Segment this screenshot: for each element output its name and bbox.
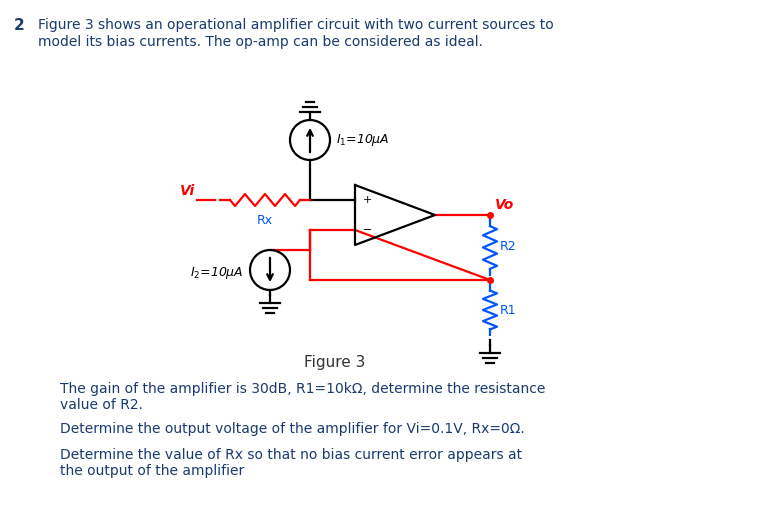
Text: −: −: [363, 225, 372, 235]
Text: $I_2$=10μA: $I_2$=10μA: [191, 265, 244, 281]
Text: Determine the value of Rx so that no bias current error appears at
the output of: Determine the value of Rx so that no bia…: [60, 448, 522, 478]
Text: Rx: Rx: [257, 214, 273, 227]
Text: Figure 3 shows an operational amplifier circuit with two current sources to: Figure 3 shows an operational amplifier …: [38, 18, 554, 32]
Text: R1: R1: [500, 304, 517, 316]
Text: $I_1$=10μA: $I_1$=10μA: [336, 132, 390, 148]
Text: Vo: Vo: [495, 198, 514, 212]
Text: Figure 3: Figure 3: [305, 355, 366, 370]
Text: model its bias currents. The op-amp can be considered as ideal.: model its bias currents. The op-amp can …: [38, 35, 483, 49]
Text: R2: R2: [500, 241, 517, 253]
Text: The gain of the amplifier is 30dB, R1=10kΩ, determine the resistance
value of R2: The gain of the amplifier is 30dB, R1=10…: [60, 382, 545, 412]
Text: Determine the output voltage of the amplifier for Vi=0.1V, Rx=0Ω.: Determine the output voltage of the ampl…: [60, 422, 524, 436]
Text: 2: 2: [14, 18, 25, 33]
Text: +: +: [363, 195, 372, 205]
Text: Vi: Vi: [180, 184, 195, 198]
